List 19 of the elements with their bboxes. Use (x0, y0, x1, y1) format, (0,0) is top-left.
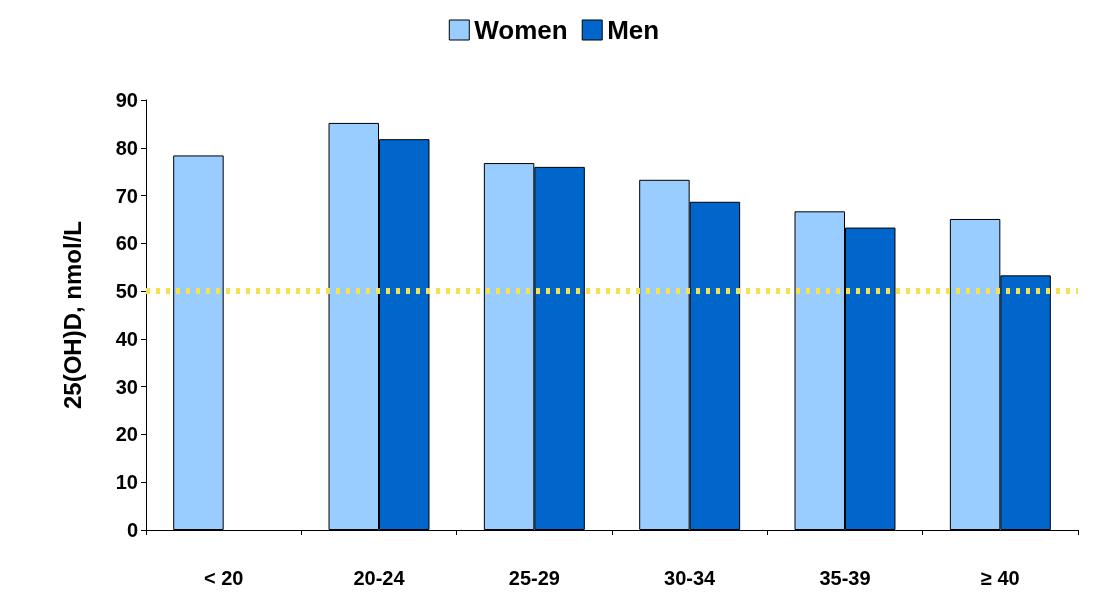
x-tick-label: < 20 (203, 567, 244, 589)
y-tick-label: 0 (126, 519, 138, 541)
y-tick-label: 80 (115, 136, 138, 159)
x-tick-label: 20-24 (353, 567, 406, 589)
y-tick-label: 10 (115, 471, 138, 494)
y-tick-label: 70 (115, 184, 138, 207)
x-tick-label: 25-29 (508, 567, 560, 589)
y-tick-label: 30 (115, 375, 138, 398)
x-tick-label: ≥ 40 (980, 567, 1020, 589)
y-tick-label: 90 (115, 89, 138, 111)
y-tick-label: 50 (115, 280, 138, 303)
y-tick-label: 20 (115, 423, 138, 446)
y-tick-label: 60 (115, 232, 138, 255)
legend-label: Women (474, 15, 568, 45)
x-tick-label: 30-34 (664, 567, 717, 589)
x-tick-label: 35-39 (819, 567, 871, 589)
y-tick-label: 40 (115, 327, 138, 350)
y-axis-title: 25(OH)D, nmol/L (58, 220, 86, 410)
legend-label: Men (607, 15, 660, 45)
